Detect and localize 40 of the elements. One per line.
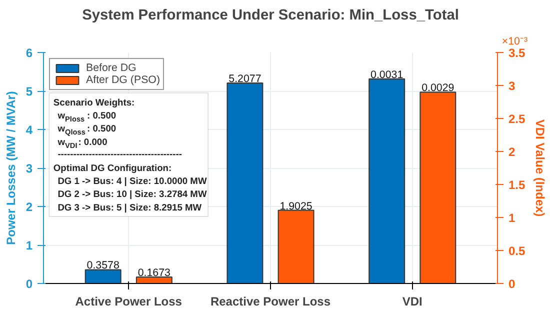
annotation: Scenario Weights: <box>53 98 135 108</box>
annotation: DG 2 -> Bus: 10 | Size: 3.2784 MW <box>58 189 207 200</box>
bar <box>136 276 172 284</box>
x-tick-label: Active Power Loss <box>75 294 182 308</box>
annotation: 0.0029 <box>422 82 454 94</box>
y2-tick-label: 2 <box>508 145 516 159</box>
bar <box>278 210 314 284</box>
y2-tick-label: 1 <box>508 211 516 225</box>
annotation: Optimal DG Configuration: <box>53 162 172 173</box>
y2-tick-label: 3.5 <box>508 46 526 60</box>
annotation: 0.0031 <box>370 68 404 81</box>
data-label: 0.1673 <box>138 267 171 280</box>
y-tick-label: 5 <box>26 84 33 98</box>
y-tick-label: 4 <box>26 123 33 137</box>
annotation: DG 1 -> Bus: 4 | Size: 10.0000 MW <box>58 176 207 188</box>
y-axis-title: Power Losses (MW / MVAr) <box>4 91 18 245</box>
bar <box>84 269 122 284</box>
data-label: 5.2077 <box>228 73 262 86</box>
y2-tick-label: 0 <box>508 277 516 291</box>
chart-title: System Performance Under Scenario: Min_Loss_Total <box>82 8 459 24</box>
y2-tick-label: 2.5 <box>508 112 526 126</box>
y-tick-label: 0 <box>26 277 33 291</box>
annotation: ---------------------------------------- <box>58 148 182 159</box>
legend-label: Before DG <box>86 62 136 74</box>
bar <box>226 82 264 284</box>
data-label: 1.9025 <box>280 200 312 212</box>
y-tick-label: 1 <box>26 238 33 252</box>
y2-axis-title: VDI Value (Index) <box>533 119 548 217</box>
y-tick-label: 3 <box>26 162 33 176</box>
y-tick-label: 6 <box>26 46 33 60</box>
text: ×10⁻³ <box>502 36 528 48</box>
legend-label: After DG (PSO) <box>86 74 160 86</box>
y2-tick-label: 0.5 <box>508 244 526 258</box>
annotation: DG 3 -> Bus: 5 | Size: 8.2915 MW <box>58 202 202 214</box>
y-tick-label: 2 <box>26 200 33 214</box>
x-tick-label: VDI <box>402 294 422 308</box>
y2-tick-label: 3 <box>508 79 516 93</box>
data-label: 0.3578 <box>86 260 120 272</box>
x-tick-label: Reactive Power Loss <box>210 294 331 308</box>
y2-tick-label: 1.5 <box>508 178 526 192</box>
